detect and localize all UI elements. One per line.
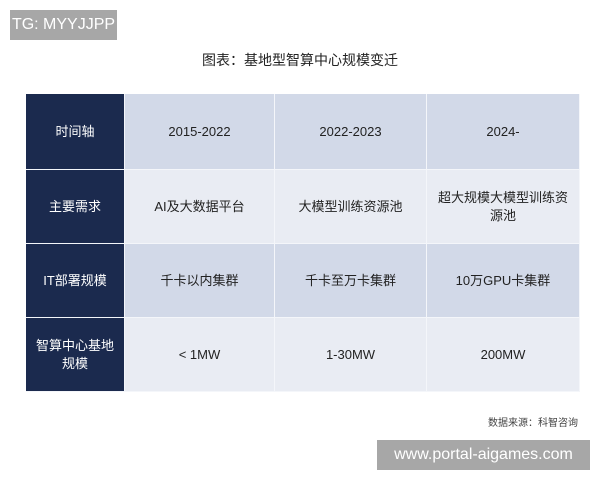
table-cell: AI及大数据平台 (125, 170, 275, 244)
table-cell: < 1MW (125, 318, 275, 392)
row-header: 主要需求 (26, 170, 125, 244)
table-cell: 2024- (427, 94, 580, 170)
table-cell: 10万GPU卡集群 (427, 244, 580, 318)
watermark-badge-bottom: www.portal-aigames.com (377, 440, 590, 470)
watermark-badge-top: TG: MYYJJPP (10, 10, 117, 40)
data-table: 时间轴 2015-2022 2022-2023 2024- 主要需求 AI及大数… (26, 94, 580, 392)
row-header: 智算中心基地规模 (26, 318, 125, 392)
table-cell: 千卡以内集群 (125, 244, 275, 318)
table-cell: 千卡至万卡集群 (275, 244, 427, 318)
row-header: IT部署规模 (26, 244, 125, 318)
chart-title: 图表：基地型智算中心规模变迁 (202, 52, 398, 68)
table-cell: 1-30MW (275, 318, 427, 392)
table-cell: 200MW (427, 318, 580, 392)
table-cell: 大模型训练资源池 (275, 170, 427, 244)
source-note: 数据来源：科智咨询 (488, 418, 578, 429)
table-cell: 2022-2023 (275, 94, 427, 170)
row-header: 时间轴 (26, 94, 125, 170)
table-cell: 2015-2022 (125, 94, 275, 170)
table-cell: 超大规模大模型训练资源池 (427, 170, 580, 244)
